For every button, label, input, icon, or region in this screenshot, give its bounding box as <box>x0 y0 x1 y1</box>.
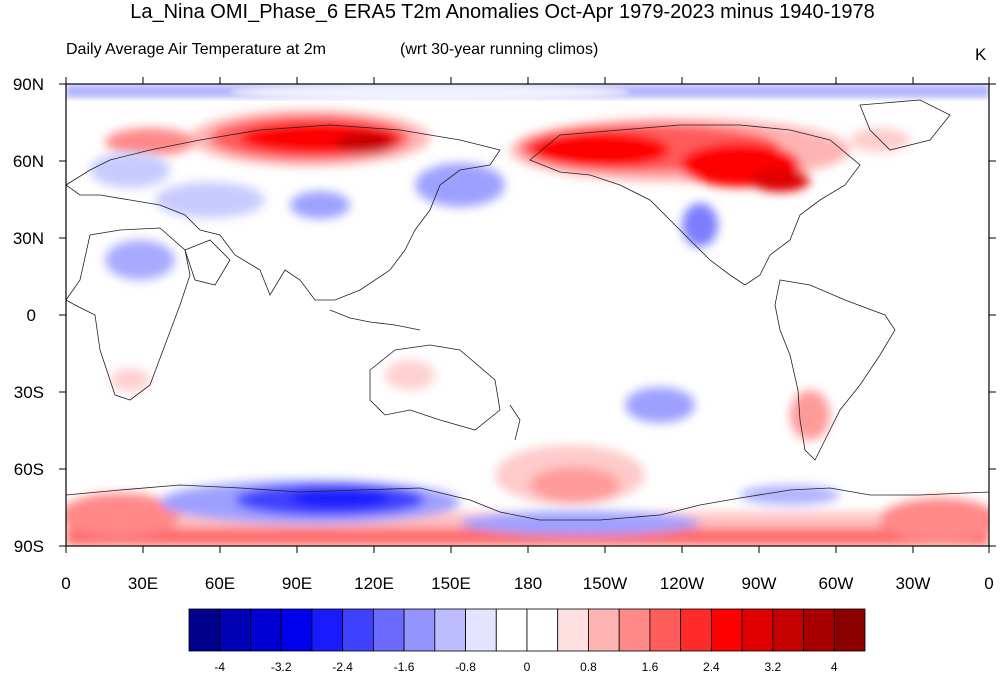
colorbar-label: 0 <box>523 660 531 674</box>
colorbar-box <box>803 608 835 652</box>
colorbar-label: -3.2 <box>270 660 292 674</box>
xlabel-120e: 120E <box>354 574 394 593</box>
variable-subtitle: Daily Average Air Temperature at 2m <box>66 41 326 58</box>
colorbar-box <box>311 608 344 652</box>
colorbar-box <box>772 608 804 652</box>
climatology-subtitle: (wrt 30-year running climos) <box>400 41 599 58</box>
colorbar-box <box>588 608 620 652</box>
colorbar-label: -4 <box>214 660 226 674</box>
coastlines <box>66 99 989 521</box>
antarctic-anomalies <box>66 480 989 546</box>
colorbar-label: 1.6 <box>641 660 659 674</box>
ylabel-60s: 60S <box>13 460 44 479</box>
colorbar-box <box>710 608 743 652</box>
colorbar-box <box>495 608 528 652</box>
colorbar-box <box>833 608 866 652</box>
colorbar-label: -1.6 <box>393 660 415 674</box>
colorbar-box <box>618 608 651 652</box>
axis-ticks <box>59 77 996 553</box>
ylabel-60n: 60N <box>12 152 44 171</box>
colorbar-label: -0.8 <box>455 660 476 674</box>
ylabel-30n: 30N <box>12 229 44 248</box>
units-label: K <box>975 45 987 64</box>
north-america-warm-anomaly <box>510 118 910 192</box>
xlabel-30e: 30E <box>127 574 159 593</box>
xlabel-120w: 120W <box>659 574 705 593</box>
colorbar-box <box>342 608 374 652</box>
colorbar-box <box>526 608 559 652</box>
colorbar-box <box>372 608 405 652</box>
xlabel-90w: 90W <box>741 574 777 593</box>
xlabel-90e: 90E <box>281 574 313 593</box>
xlabel-0-right: 0 <box>984 574 994 593</box>
colorbar-box <box>557 608 589 652</box>
colorbar-box <box>250 608 282 652</box>
northern-cold-patches <box>90 152 718 280</box>
colorbar-box <box>741 608 774 652</box>
map-title: La_Nina OMI_Phase_6 ERA5 T2m Anomalies O… <box>130 1 875 23</box>
ylabel-90n: 90N <box>12 75 44 94</box>
ylabel-90s: 90S <box>13 537 44 556</box>
colorbar-box <box>649 608 682 652</box>
ylabel-equator: 0 <box>26 306 36 325</box>
southern-patches <box>110 360 830 505</box>
xlabel-180: 180 <box>513 574 543 593</box>
colorbar-label: 2.4 <box>703 660 720 674</box>
ylabel-30s: 30S <box>13 383 44 402</box>
colorbar-label: 3.2 <box>764 660 782 674</box>
xlabel-30w: 30W <box>895 574 931 593</box>
colorbar-box <box>434 608 466 652</box>
xlabel-150e: 150E <box>431 574 471 593</box>
xlabel-150w: 150W <box>582 574 628 593</box>
colorbar-box <box>403 608 436 652</box>
colorbar-box <box>219 608 251 652</box>
colorbar <box>188 608 866 652</box>
xlabel-60w: 60W <box>818 574 854 593</box>
anomaly-field <box>66 84 989 546</box>
colorbar-label: -2.4 <box>332 660 353 674</box>
colorbar-label: 0.8 <box>580 660 597 674</box>
xlabel-60e: 60E <box>204 574 236 593</box>
colorbar-box <box>280 608 313 652</box>
colorbar-box <box>188 608 221 652</box>
xlabel-0: 0 <box>61 574 71 593</box>
colorbar-label: 4 <box>830 660 838 674</box>
siberia-warm-anomaly <box>105 110 430 166</box>
colorbar-box <box>465 608 497 652</box>
colorbar-box <box>680 608 712 652</box>
